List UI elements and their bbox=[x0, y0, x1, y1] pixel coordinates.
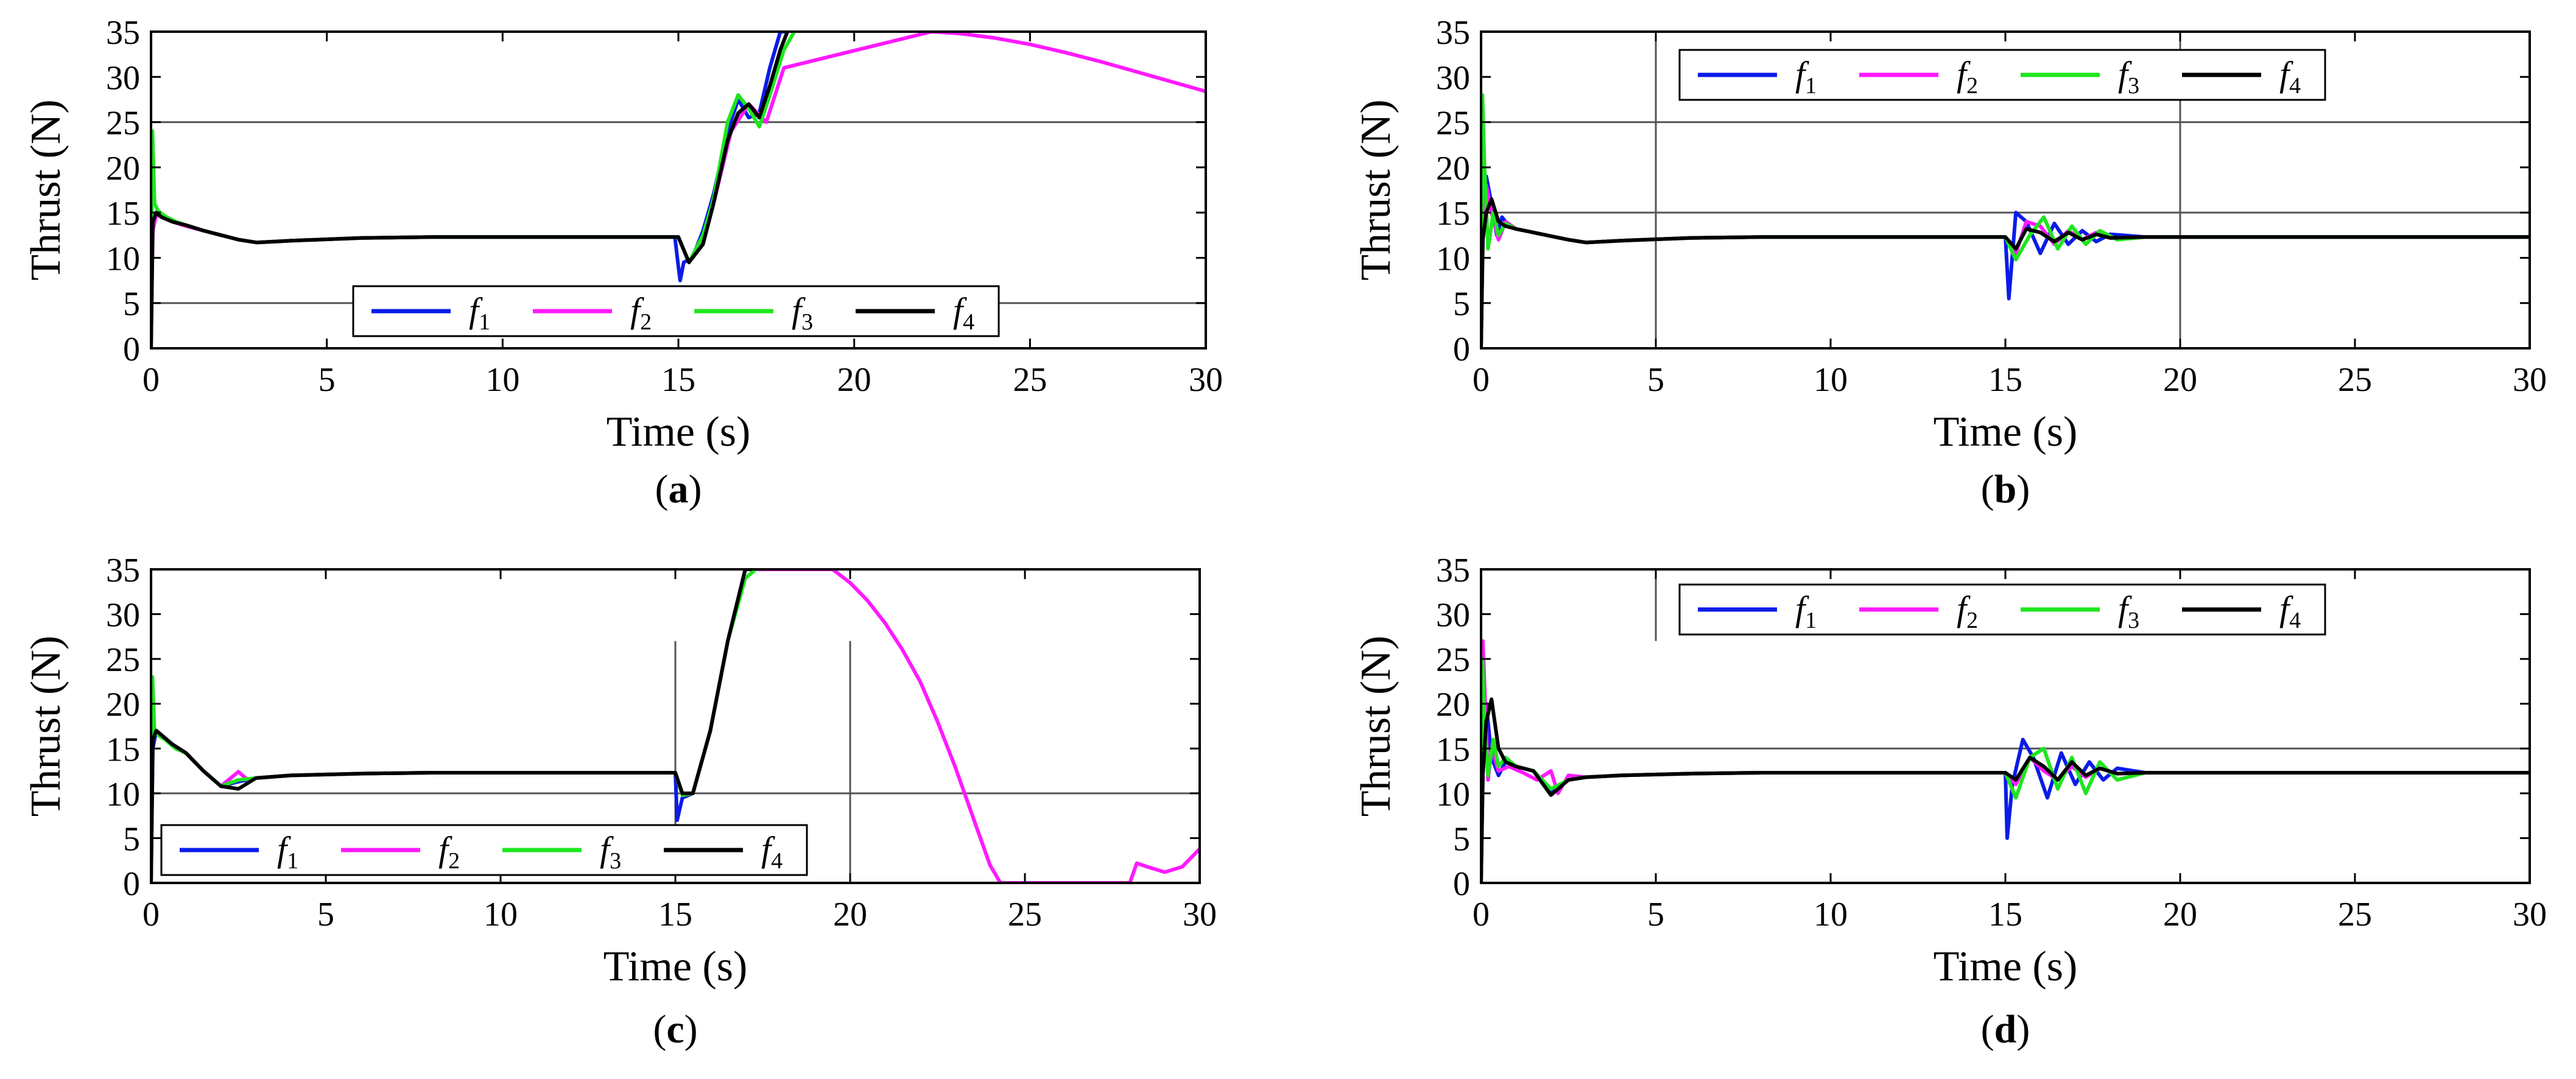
x-tick-label: 25 bbox=[1008, 896, 1042, 933]
y-tick-label: 10 bbox=[106, 240, 140, 278]
y-tick-label: 30 bbox=[106, 59, 140, 97]
y-tick-label: 0 bbox=[1453, 331, 1470, 368]
x-tick-label: 10 bbox=[1814, 896, 1848, 933]
x-tick-label: 30 bbox=[2513, 896, 2547, 933]
y-tick-label: 25 bbox=[106, 105, 140, 142]
x-tick-label: 0 bbox=[1473, 361, 1490, 399]
y-tick-label: 10 bbox=[1436, 240, 1470, 278]
subfigure-caption: (d) bbox=[1981, 1007, 2030, 1052]
y-tick-label: 35 bbox=[106, 552, 140, 589]
y-tick-label: 35 bbox=[106, 14, 140, 52]
y-tick-label: 20 bbox=[1436, 686, 1470, 724]
x-tick-label: 20 bbox=[837, 361, 871, 399]
series-line-f1 bbox=[1481, 701, 2530, 883]
x-tick-label: 20 bbox=[2163, 361, 2197, 399]
x-tick-label: 30 bbox=[1189, 361, 1223, 399]
x-tick-label: 5 bbox=[1647, 361, 1664, 399]
y-tick-label: 5 bbox=[123, 820, 140, 858]
y-axis-label: Thrust (N) bbox=[23, 636, 69, 817]
x-tick-label: 30 bbox=[1183, 896, 1217, 933]
x-axis-label: Time (s) bbox=[1934, 943, 2078, 990]
y-tick-label: 35 bbox=[1436, 552, 1470, 589]
y-tick-label: 30 bbox=[106, 597, 140, 634]
x-tick-label: 10 bbox=[1814, 361, 1848, 399]
series-line-f1 bbox=[1481, 174, 2530, 348]
y-tick-label: 20 bbox=[106, 686, 140, 724]
y-axis-label: Thrust (N) bbox=[23, 99, 69, 280]
x-tick-label: 0 bbox=[143, 896, 160, 933]
x-tick-label: 5 bbox=[1647, 896, 1664, 933]
y-tick-label: 30 bbox=[1436, 597, 1470, 634]
subfigure-caption: (a) bbox=[655, 467, 702, 511]
x-tick-label: 0 bbox=[1473, 896, 1490, 933]
series-line-f2 bbox=[1481, 639, 2530, 883]
x-tick-label: 15 bbox=[658, 896, 692, 933]
x-tick-label: 15 bbox=[1988, 361, 2022, 399]
chart-panel-b: 0 5 10 15 20 25 30 0 5 10 15 20 25 30 35 Time (s) Thrust… bbox=[1353, 14, 2547, 511]
y-tick-label: 35 bbox=[1436, 14, 1470, 52]
chart-panel-c: 0 5 10 15 20 25 30 0 5 10 15 20 25 30 35 Time (s) Thrust… bbox=[23, 552, 1217, 1052]
legend: f1 f2 f3 f4 bbox=[160, 824, 808, 876]
y-tick-label: 15 bbox=[106, 195, 140, 233]
y-tick-label: 25 bbox=[1436, 105, 1470, 142]
y-axis-label: Thrust (N) bbox=[1353, 99, 1399, 280]
series-group bbox=[1481, 93, 2530, 348]
y-tick-label: 20 bbox=[1436, 150, 1470, 188]
x-tick-label: 15 bbox=[1988, 896, 2022, 933]
x-axis-label: Time (s) bbox=[604, 943, 748, 990]
x-tick-label: 5 bbox=[317, 896, 334, 933]
chart-panel-a: 0 5 10 15 20 25 30 0 5 10 15 20 25 30 35 Time (s) Thrust… bbox=[23, 14, 1223, 511]
series-line-f4 bbox=[1481, 697, 2530, 883]
y-tick-label: 0 bbox=[123, 865, 140, 903]
series-group bbox=[151, 569, 1200, 883]
x-tick-label: 30 bbox=[2513, 361, 2547, 399]
chart-panel-d: 0 5 10 15 20 25 30 0 5 10 15 20 25 30 35 Time (s) Thrust… bbox=[1353, 552, 2547, 1052]
x-axis-label: Time (s) bbox=[1934, 409, 2078, 455]
series-group bbox=[1481, 639, 2530, 883]
x-tick-label: 25 bbox=[1013, 361, 1047, 399]
y-tick-label: 5 bbox=[1453, 820, 1470, 858]
y-tick-label: 10 bbox=[1436, 776, 1470, 814]
legend: f1 f2 f3 f4 bbox=[1678, 583, 2326, 636]
y-tick-label: 25 bbox=[1436, 641, 1470, 679]
y-tick-label: 15 bbox=[1436, 731, 1470, 768]
y-tick-label: 15 bbox=[1436, 195, 1470, 233]
series-line-f4 bbox=[151, 569, 753, 883]
x-axis-label: Time (s) bbox=[607, 409, 751, 455]
y-tick-label: 25 bbox=[106, 641, 140, 679]
y-tick-label: 5 bbox=[123, 286, 140, 323]
subfigure-caption: (b) bbox=[1981, 467, 2030, 511]
series-line-f4 bbox=[1481, 197, 2530, 348]
series-line-f3 bbox=[1481, 93, 2530, 348]
x-tick-label: 10 bbox=[484, 896, 518, 933]
x-tick-label: 0 bbox=[143, 361, 160, 399]
y-tick-label: 0 bbox=[1453, 865, 1470, 903]
series-group bbox=[151, 32, 1206, 348]
x-tick-label: 15 bbox=[661, 361, 695, 399]
y-tick-label: 30 bbox=[1436, 59, 1470, 97]
y-tick-label: 15 bbox=[106, 731, 140, 768]
y-axis-label: Thrust (N) bbox=[1353, 636, 1399, 817]
legend: f1 f2 f3 f4 bbox=[352, 285, 1000, 337]
x-tick-label: 20 bbox=[833, 896, 867, 933]
y-tick-label: 5 bbox=[1453, 286, 1470, 323]
subfigure-caption: (c) bbox=[653, 1007, 697, 1052]
y-tick-label: 0 bbox=[123, 331, 140, 368]
y-tick-label: 20 bbox=[106, 150, 140, 188]
x-tick-label: 25 bbox=[2338, 361, 2372, 399]
series-line-f4 bbox=[151, 32, 789, 348]
x-tick-label: 20 bbox=[2163, 896, 2197, 933]
legend-label-f3: f3 bbox=[2118, 589, 2139, 633]
x-tick-label: 25 bbox=[2338, 896, 2372, 933]
x-tick-label: 5 bbox=[318, 361, 336, 399]
y-tick-label: 10 bbox=[106, 776, 140, 814]
x-tick-label: 10 bbox=[485, 361, 519, 399]
legend: f1 f2 f3 f4 bbox=[1678, 49, 2326, 101]
